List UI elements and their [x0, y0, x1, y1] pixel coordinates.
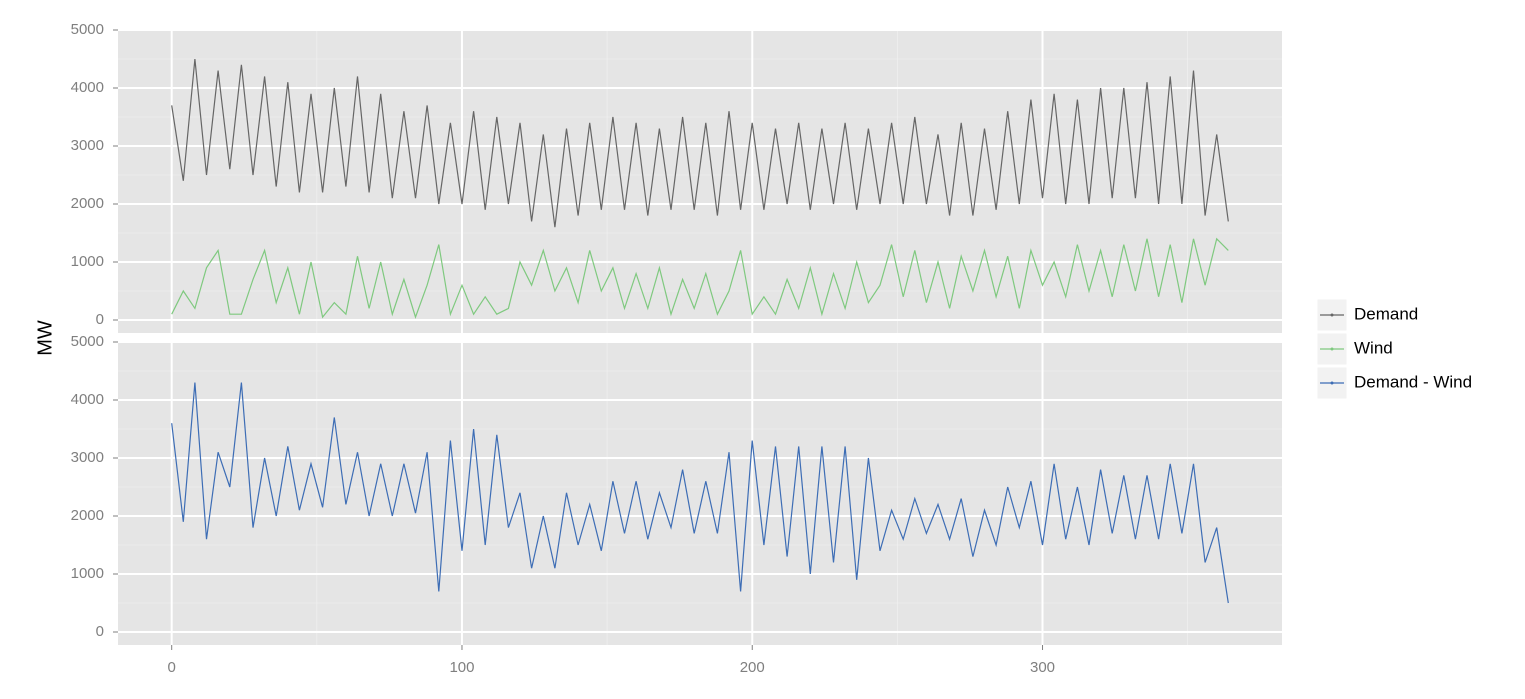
- y-tick-label: 0: [96, 623, 104, 640]
- legend-swatch-point: [1330, 381, 1334, 385]
- x-tick-label: 100: [449, 659, 474, 676]
- x-tick-label: 0: [168, 659, 176, 676]
- legend-swatch-point: [1330, 347, 1334, 351]
- series-line: [171, 382, 1229, 604]
- y-tick-label: 4000: [71, 79, 104, 96]
- x-tick-label: 300: [1030, 659, 1055, 676]
- y-tick-label: 5000: [71, 333, 104, 350]
- legend-swatch-point: [1330, 313, 1334, 317]
- y-tick-label: 5000: [71, 21, 104, 38]
- y-tick-label: 3000: [71, 449, 104, 466]
- y-tick-label: 3000: [71, 137, 104, 154]
- x-tick-label: 200: [740, 659, 765, 676]
- y-axis-label: MW: [34, 320, 56, 356]
- y-tick-label: 0: [96, 311, 104, 328]
- legend-label: Wind: [1354, 338, 1393, 357]
- legend-label: Demand - Wind: [1354, 372, 1472, 391]
- panel-background: [118, 342, 1282, 645]
- y-tick-label: 2000: [71, 507, 104, 524]
- series-line: [171, 237, 1229, 319]
- y-tick-label: 4000: [71, 391, 104, 408]
- panel-background: [118, 30, 1282, 333]
- y-tick-label: 2000: [71, 195, 104, 212]
- series-line: [171, 58, 1229, 228]
- y-tick-label: 1000: [71, 253, 104, 270]
- legend-label: Demand: [1354, 304, 1418, 323]
- y-tick-label: 1000: [71, 565, 104, 582]
